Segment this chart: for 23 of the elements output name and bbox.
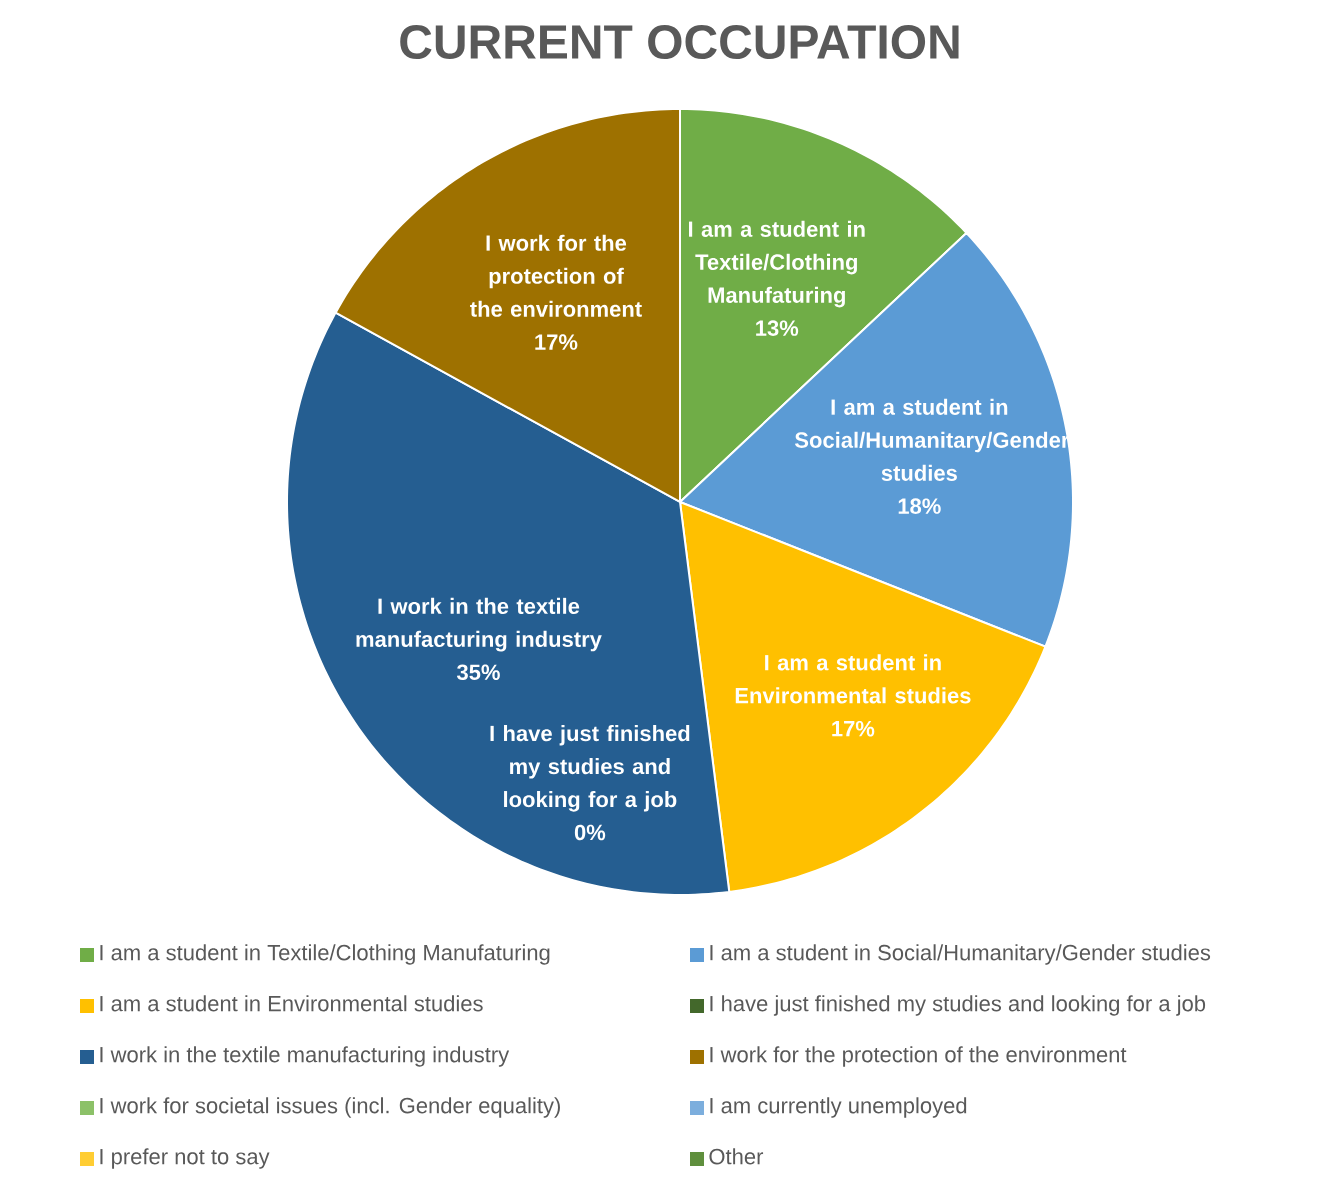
slice-label: I am a student in Social/Humanitary/Gender studies <box>794 398 1070 481</box>
legend-label: I have just finished my studies and looking for a job <box>710 995 1206 1016</box>
chart-title: CURRENT OCCUPATION <box>400 25 959 59</box>
legend-label: I am a student in Social/Humanitary/Gender studies <box>710 944 1211 965</box>
legend-label: Other <box>709 1148 764 1165</box>
legend-label: I am a student in Textile/Clothing Manufaturing <box>100 944 550 965</box>
slice-label: I work in the textile manufacturing industry <box>356 597 602 652</box>
legend-label: I work in the textile manufacturing industry <box>100 1046 510 1067</box>
data-label: 18% <box>898 498 941 514</box>
legend-label: I am currently unemployed <box>710 1097 967 1118</box>
data-label: 17% <box>832 720 875 737</box>
slice-label: I am a student in Textile/Clothing Manufaturing <box>689 220 865 308</box>
legend-label: I work for societal issues (incl. Gender equality) <box>100 1097 560 1118</box>
category-label: I have just finished my studies and looking for a job <box>490 725 690 812</box>
legend-label: I prefer not to say <box>100 1148 270 1169</box>
legend-label: I work for the protection of the environment <box>710 1046 1127 1067</box>
data-label: 17% <box>535 334 578 350</box>
slice-label: I am a student in Environmental studies <box>735 654 971 704</box>
text: 0% <box>574 824 606 841</box>
slice-label: I work for the protection of the environment <box>470 234 642 317</box>
data-label: 13% <box>756 320 799 336</box>
legend-label: I am a student in Environmental studies <box>100 995 483 1012</box>
data-label: 35% <box>456 664 500 681</box>
